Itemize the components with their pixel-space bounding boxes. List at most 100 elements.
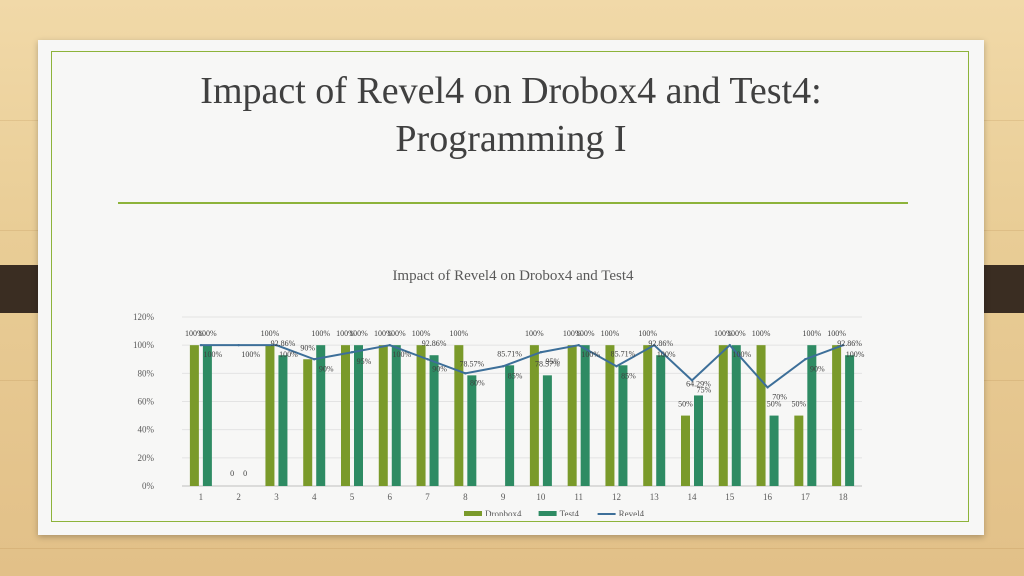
- revel-series-line: [200, 343, 844, 389]
- legend-revel-label: Revel4: [619, 509, 645, 516]
- dropbox-bar: [681, 415, 690, 486]
- bar-data-label: 50%: [678, 400, 693, 409]
- legend: Dropbox4 Test4 Revel4: [464, 509, 645, 516]
- line-data-label: 100%: [846, 350, 865, 359]
- test-bar: [656, 355, 666, 486]
- legend-test-label: Test4: [560, 509, 580, 516]
- dropbox-bar: [643, 345, 653, 486]
- test-bar: [354, 345, 363, 486]
- dropbox-bar: [794, 415, 804, 486]
- line-data-label: 70%: [772, 392, 787, 401]
- legend-test-swatch: [538, 511, 557, 516]
- dropbox-bar: [416, 345, 426, 486]
- revel-point: [350, 351, 354, 354]
- dropbox-bar: [378, 345, 388, 486]
- bar-data-label: 50%: [791, 400, 806, 409]
- test-bar: [694, 395, 703, 486]
- x-tick-label: 15: [725, 492, 735, 502]
- line-data-label: 100%: [732, 350, 751, 359]
- revel-point: [313, 358, 316, 361]
- dropbox-bar: [567, 345, 577, 486]
- test-bar: [542, 375, 552, 486]
- x-tick-label: 7: [425, 492, 430, 502]
- bar-data-label: 100%: [311, 329, 330, 338]
- x-axis: 1 2 3 4 5 6 7 8 9 10 11 12 13 14 15 16 17 18: [199, 492, 848, 502]
- bar-data-label: 92.86%: [271, 339, 296, 348]
- test-bar: [807, 345, 817, 486]
- x-tick-label: 9: [501, 492, 506, 502]
- y-tick-label: 0%: [142, 481, 155, 491]
- chart-grid: [182, 316, 862, 487]
- bar-data-label: 100%: [802, 329, 821, 338]
- bar-data-label: 100%: [601, 329, 620, 338]
- x-tick-label: 16: [763, 492, 773, 502]
- revel-point: [237, 343, 240, 347]
- bar-data-label: 100%: [349, 329, 368, 338]
- x-tick-label: 11: [574, 492, 583, 502]
- bar-data-label: 78.57%: [535, 359, 560, 368]
- dropbox-bar: [529, 345, 539, 486]
- bar-data-label: 92.86%: [837, 339, 862, 348]
- revel-point: [804, 358, 807, 361]
- chart: Impact of Revel4 on Drobox4 and Test4 0%…: [133, 268, 865, 516]
- slide-title-line2: Programming I: [395, 118, 627, 160]
- dropbox-bar: [718, 345, 728, 486]
- bar-data-label: 50%: [767, 400, 782, 409]
- bar-data-label: 85.71%: [611, 349, 636, 358]
- revel-point: [766, 386, 769, 389]
- line-data-label: 100%: [392, 350, 411, 359]
- legend-dropbox-swatch: [464, 511, 482, 516]
- test-bar: [202, 345, 212, 486]
- line-data-label: 100%: [279, 350, 298, 359]
- dropbox-bar: [756, 345, 766, 486]
- dropbox-bar: [265, 345, 275, 486]
- title-divider: [118, 202, 908, 204]
- test-bar: [429, 355, 439, 486]
- line-data-label: 100%: [241, 350, 260, 359]
- x-tick-label: 6: [388, 492, 393, 502]
- bar-data-label: 100%: [727, 329, 746, 338]
- y-tick-label: 40%: [138, 425, 155, 435]
- revel-point: [199, 343, 203, 347]
- line-data-label: 100%: [657, 350, 676, 359]
- test-bar: [316, 345, 326, 486]
- line-data-label: 85%: [508, 371, 523, 380]
- bar-data-label: 85.71%: [497, 349, 522, 358]
- slide-title-line1: Impact of Revel4 on Drobox4 and Test4:: [200, 70, 822, 112]
- bar-data-label: 100%: [374, 329, 393, 338]
- bar-data-label: 64.29%: [686, 379, 711, 388]
- x-tick-label: 2: [236, 492, 241, 502]
- dropbox-bar: [341, 345, 350, 486]
- line-data-label: 100%: [581, 350, 600, 359]
- test-bar: [278, 355, 288, 486]
- revel-point: [728, 343, 731, 347]
- revel-point: [539, 351, 543, 354]
- x-tick-label: 17: [801, 492, 811, 502]
- bar-data-label: 100%: [638, 329, 657, 338]
- bar-data-label: 100%: [336, 329, 355, 338]
- test-bar: [769, 415, 779, 486]
- bar-data-label: 100%: [576, 329, 595, 338]
- x-tick-label: 18: [839, 492, 849, 502]
- y-axis: 0% 20% 40% 60% 80% 100% 120%: [133, 312, 155, 491]
- slide-frame: [51, 51, 969, 522]
- dropbox-bar: [832, 345, 842, 486]
- bar-data-label: 100%: [185, 329, 204, 338]
- revel-point: [577, 343, 580, 347]
- legend-test: Test4: [538, 509, 580, 516]
- bar-data-label: 100%: [714, 329, 733, 338]
- revel-point: [426, 358, 429, 361]
- dropbox-bar: [303, 359, 313, 486]
- x-tick-label: 5: [350, 492, 355, 502]
- line-data-label: 75%: [697, 385, 712, 394]
- bars: [189, 345, 855, 486]
- line-data-label: 95%: [357, 357, 372, 366]
- dropbox-bar: [454, 345, 464, 486]
- line-data-label: 85%: [621, 371, 636, 380]
- x-tick-label: 12: [612, 492, 621, 502]
- revel-point: [388, 343, 391, 347]
- line-data-label: 100%: [204, 350, 223, 359]
- slide-title: Impact of Revel4 on Drobox4 and Test4: P…: [118, 67, 904, 163]
- revel-line: [199, 343, 845, 389]
